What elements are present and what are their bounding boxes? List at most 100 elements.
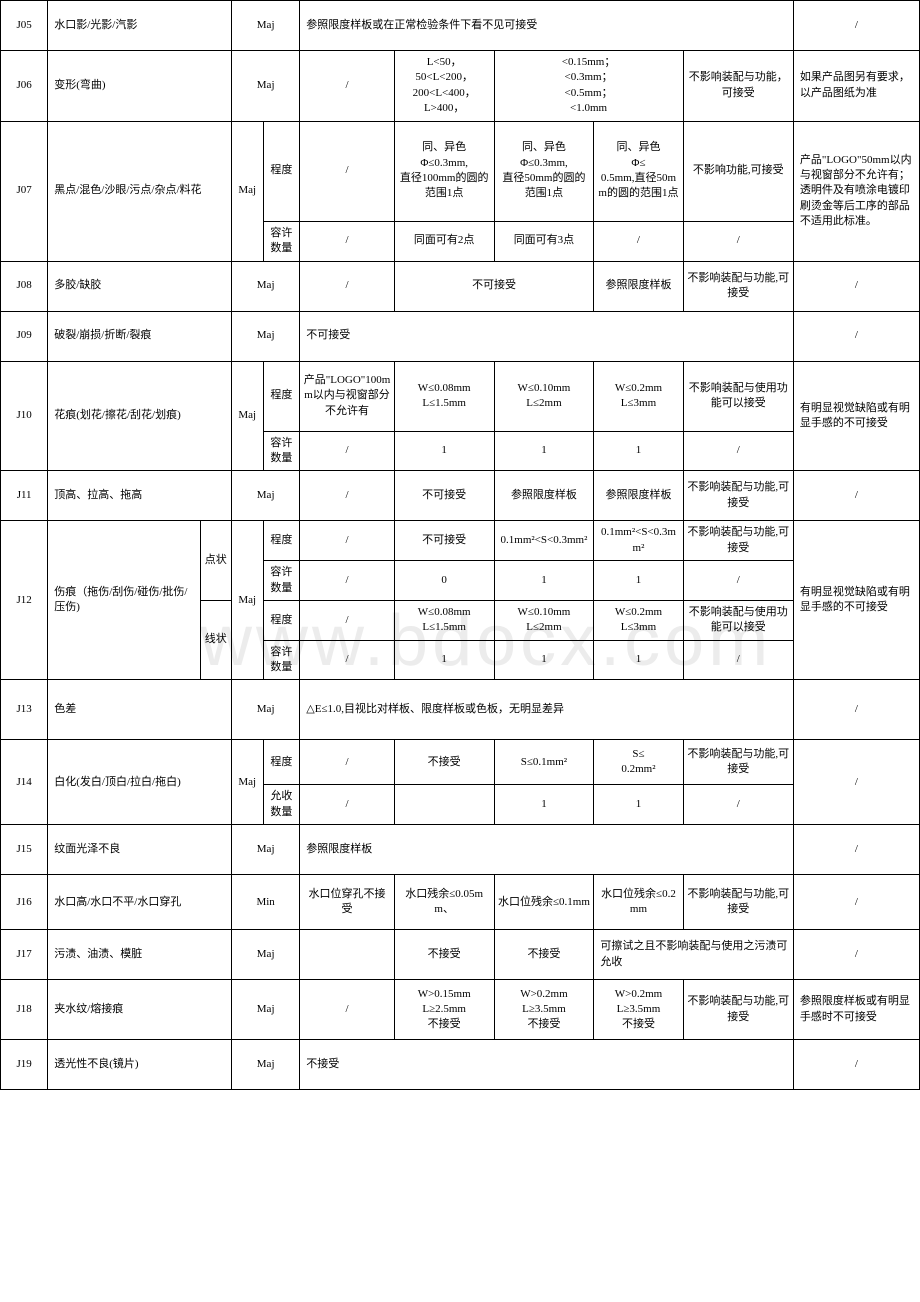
cell-note: / — [793, 1, 919, 51]
cell: 同、异色 Φ≤0.3mm, 直径100mm的圆的范围1点 — [394, 121, 494, 221]
cell-id: J10 — [1, 361, 48, 471]
cell-grade: Maj — [232, 825, 300, 875]
cell: 不接受 — [394, 740, 494, 785]
cell: S≤0.1mm² — [494, 740, 594, 785]
cell-id: J15 — [1, 825, 48, 875]
cell: 1 — [594, 431, 683, 471]
cell-id: J16 — [1, 875, 48, 930]
cell: 0 — [394, 561, 494, 601]
cell: 不影响装配与功能,可接受 — [683, 740, 793, 785]
cell: 0.1mm²<S<0.3mm² — [494, 521, 594, 561]
cell: 参照限度样板 — [594, 471, 683, 521]
cell: 同面可有2点 — [394, 221, 494, 261]
cell-desc: 不接受 — [300, 1040, 794, 1090]
cell: / — [683, 561, 793, 601]
cell-note: / — [793, 471, 919, 521]
cell-id: J06 — [1, 51, 48, 122]
cell-grade: Min — [232, 875, 300, 930]
cell: / — [300, 785, 395, 825]
cell-id: J13 — [1, 680, 48, 740]
cell: 1 — [494, 640, 594, 680]
cell: 不影响装配与功能,可接受 — [683, 980, 793, 1040]
cell — [394, 785, 494, 825]
cell-sublabel: 允收 数量 — [263, 785, 300, 825]
cell: 产品"LOGO"100mm以内与视窗部分不允许有 — [300, 361, 395, 431]
cell: W>0.2mm L≥3.5mm 不接受 — [594, 980, 683, 1040]
cell: 不影响装配与功能,可接受 — [683, 875, 793, 930]
cell-id: J19 — [1, 1040, 48, 1090]
cell-name: 变形(弯曲) — [48, 51, 232, 122]
cell-desc: △E≤1.0,目视比对样板、限度样板或色板，无明显差异 — [300, 680, 794, 740]
cell: / — [300, 980, 395, 1040]
cell-note: 有明显视觉缺陷或有明显手感的不可接受 — [793, 521, 919, 680]
cell-id: J12 — [1, 521, 48, 680]
cell-sublabel: 容许 数量 — [263, 431, 300, 471]
cell-note: / — [793, 930, 919, 980]
cell: 1 — [494, 561, 594, 601]
cell-subtype: 点状 — [200, 521, 232, 601]
cell-grade: Maj — [232, 521, 264, 680]
table-row: J05 水口影/光影/汽影 Maj 参照限度样板或在正常检验条件下看不见可接受 … — [1, 1, 920, 51]
table-row: J17 污渍、油渍、模脏 Maj 不接受 不接受 可擦试之且不影响装配与使用之污… — [1, 930, 920, 980]
cell-note: 如果产品图另有要求，以产品图纸为准 — [793, 51, 919, 122]
cell-name: 多胶/缺胶 — [48, 261, 232, 311]
table-row: J07 黑点/混色/沙眼/污点/杂点/料花 Maj 程度 / 同、异色 Φ≤0.… — [1, 121, 920, 221]
cell: / — [300, 521, 395, 561]
table-row: J09 破裂/崩损/折断/裂痕 Maj 不可接受 / — [1, 311, 920, 361]
cell-note: / — [793, 680, 919, 740]
cell-sublabel: 程度 — [263, 600, 300, 640]
cell: 不接受 — [394, 930, 494, 980]
cell: 不可接受 — [394, 261, 594, 311]
cell-note: / — [793, 740, 919, 825]
cell: 不影响装配与使用功能可以接受 — [683, 600, 793, 640]
cell-grade: Maj — [232, 1040, 300, 1090]
cell-note: 产品"LOGO"50mm以内与视窗部分不允许有； 透明件及有喷涂电镀印刷烫金等后… — [793, 121, 919, 261]
cell-sublabel: 容许 数量 — [263, 561, 300, 601]
cell-name: 透光性不良(镜片) — [48, 1040, 232, 1090]
cell: / — [300, 51, 395, 122]
cell-grade: Maj — [232, 51, 300, 122]
cell: 1 — [594, 640, 683, 680]
cell-sublabel: 程度 — [263, 740, 300, 785]
cell: 水口位残余≤0.1mm — [494, 875, 594, 930]
cell-name: 顶高、拉高、拖高 — [48, 471, 232, 521]
cell: W≤0.10mm L≤2mm — [494, 361, 594, 431]
cell-grade: Maj — [232, 471, 300, 521]
cell-grade: Maj — [232, 980, 300, 1040]
cell-grade: Maj — [232, 1, 300, 51]
table-row: J11 顶高、拉高、拖高 Maj / 不可接受 参照限度样板 参照限度样板 不影… — [1, 471, 920, 521]
cell-note: / — [793, 261, 919, 311]
cell-name: 花痕(划花/擦花/刮花/划痕) — [48, 361, 232, 471]
cell-sublabel: 容许 数量 — [263, 640, 300, 680]
cell-subtype: 线状 — [200, 600, 232, 680]
cell: / — [300, 471, 395, 521]
cell: / — [300, 431, 395, 471]
table-row: J12 伤痕（拖伤/刮伤/碰伤/批伤/压伤) 点状 Maj 程度 / 不可接受 … — [1, 521, 920, 561]
cell-desc: 不可接受 — [300, 311, 794, 361]
cell: W≤0.2mm L≤3mm — [594, 600, 683, 640]
cell-grade: Maj — [232, 361, 264, 471]
cell-id: J14 — [1, 740, 48, 825]
cell-note: / — [793, 1040, 919, 1090]
cell: 水口位穿孔不接受 — [300, 875, 395, 930]
cell: 不影响装配与功能， 可接受 — [683, 51, 793, 122]
cell-note: / — [793, 825, 919, 875]
cell: W>0.2mm L≥3.5mm 不接受 — [494, 980, 594, 1040]
cell-note: / — [793, 311, 919, 361]
cell: 不影响功能,可接受 — [683, 121, 793, 221]
table-row: J10 花痕(划花/擦花/刮花/划痕) Maj 程度 产品"LOGO"100mm… — [1, 361, 920, 431]
cell: W>0.15mm L≥2.5mm 不接受 — [394, 980, 494, 1040]
cell: 不影响装配与使用功能可以接受 — [683, 361, 793, 431]
table-row: J13 色差 Maj △E≤1.0,目视比对样板、限度样板或色板，无明显差异 / — [1, 680, 920, 740]
cell-name: 伤痕（拖伤/刮伤/碰伤/批伤/压伤) — [48, 521, 200, 680]
cell-id: J08 — [1, 261, 48, 311]
cell: 同面可有3点 — [494, 221, 594, 261]
cell-grade: Maj — [232, 311, 300, 361]
cell-id: J17 — [1, 930, 48, 980]
cell: 不接受 — [494, 930, 594, 980]
cell: 不影响装配与功能,可接受 — [683, 471, 793, 521]
cell-name: 黑点/混色/沙眼/污点/杂点/料花 — [48, 121, 232, 261]
cell-id: J07 — [1, 121, 48, 261]
table-row: J14 白化(发白/顶白/拉白/拖白) Maj 程度 / 不接受 S≤0.1mm… — [1, 740, 920, 785]
cell: 可擦试之且不影响装配与使用之污渍可允收 — [594, 930, 794, 980]
